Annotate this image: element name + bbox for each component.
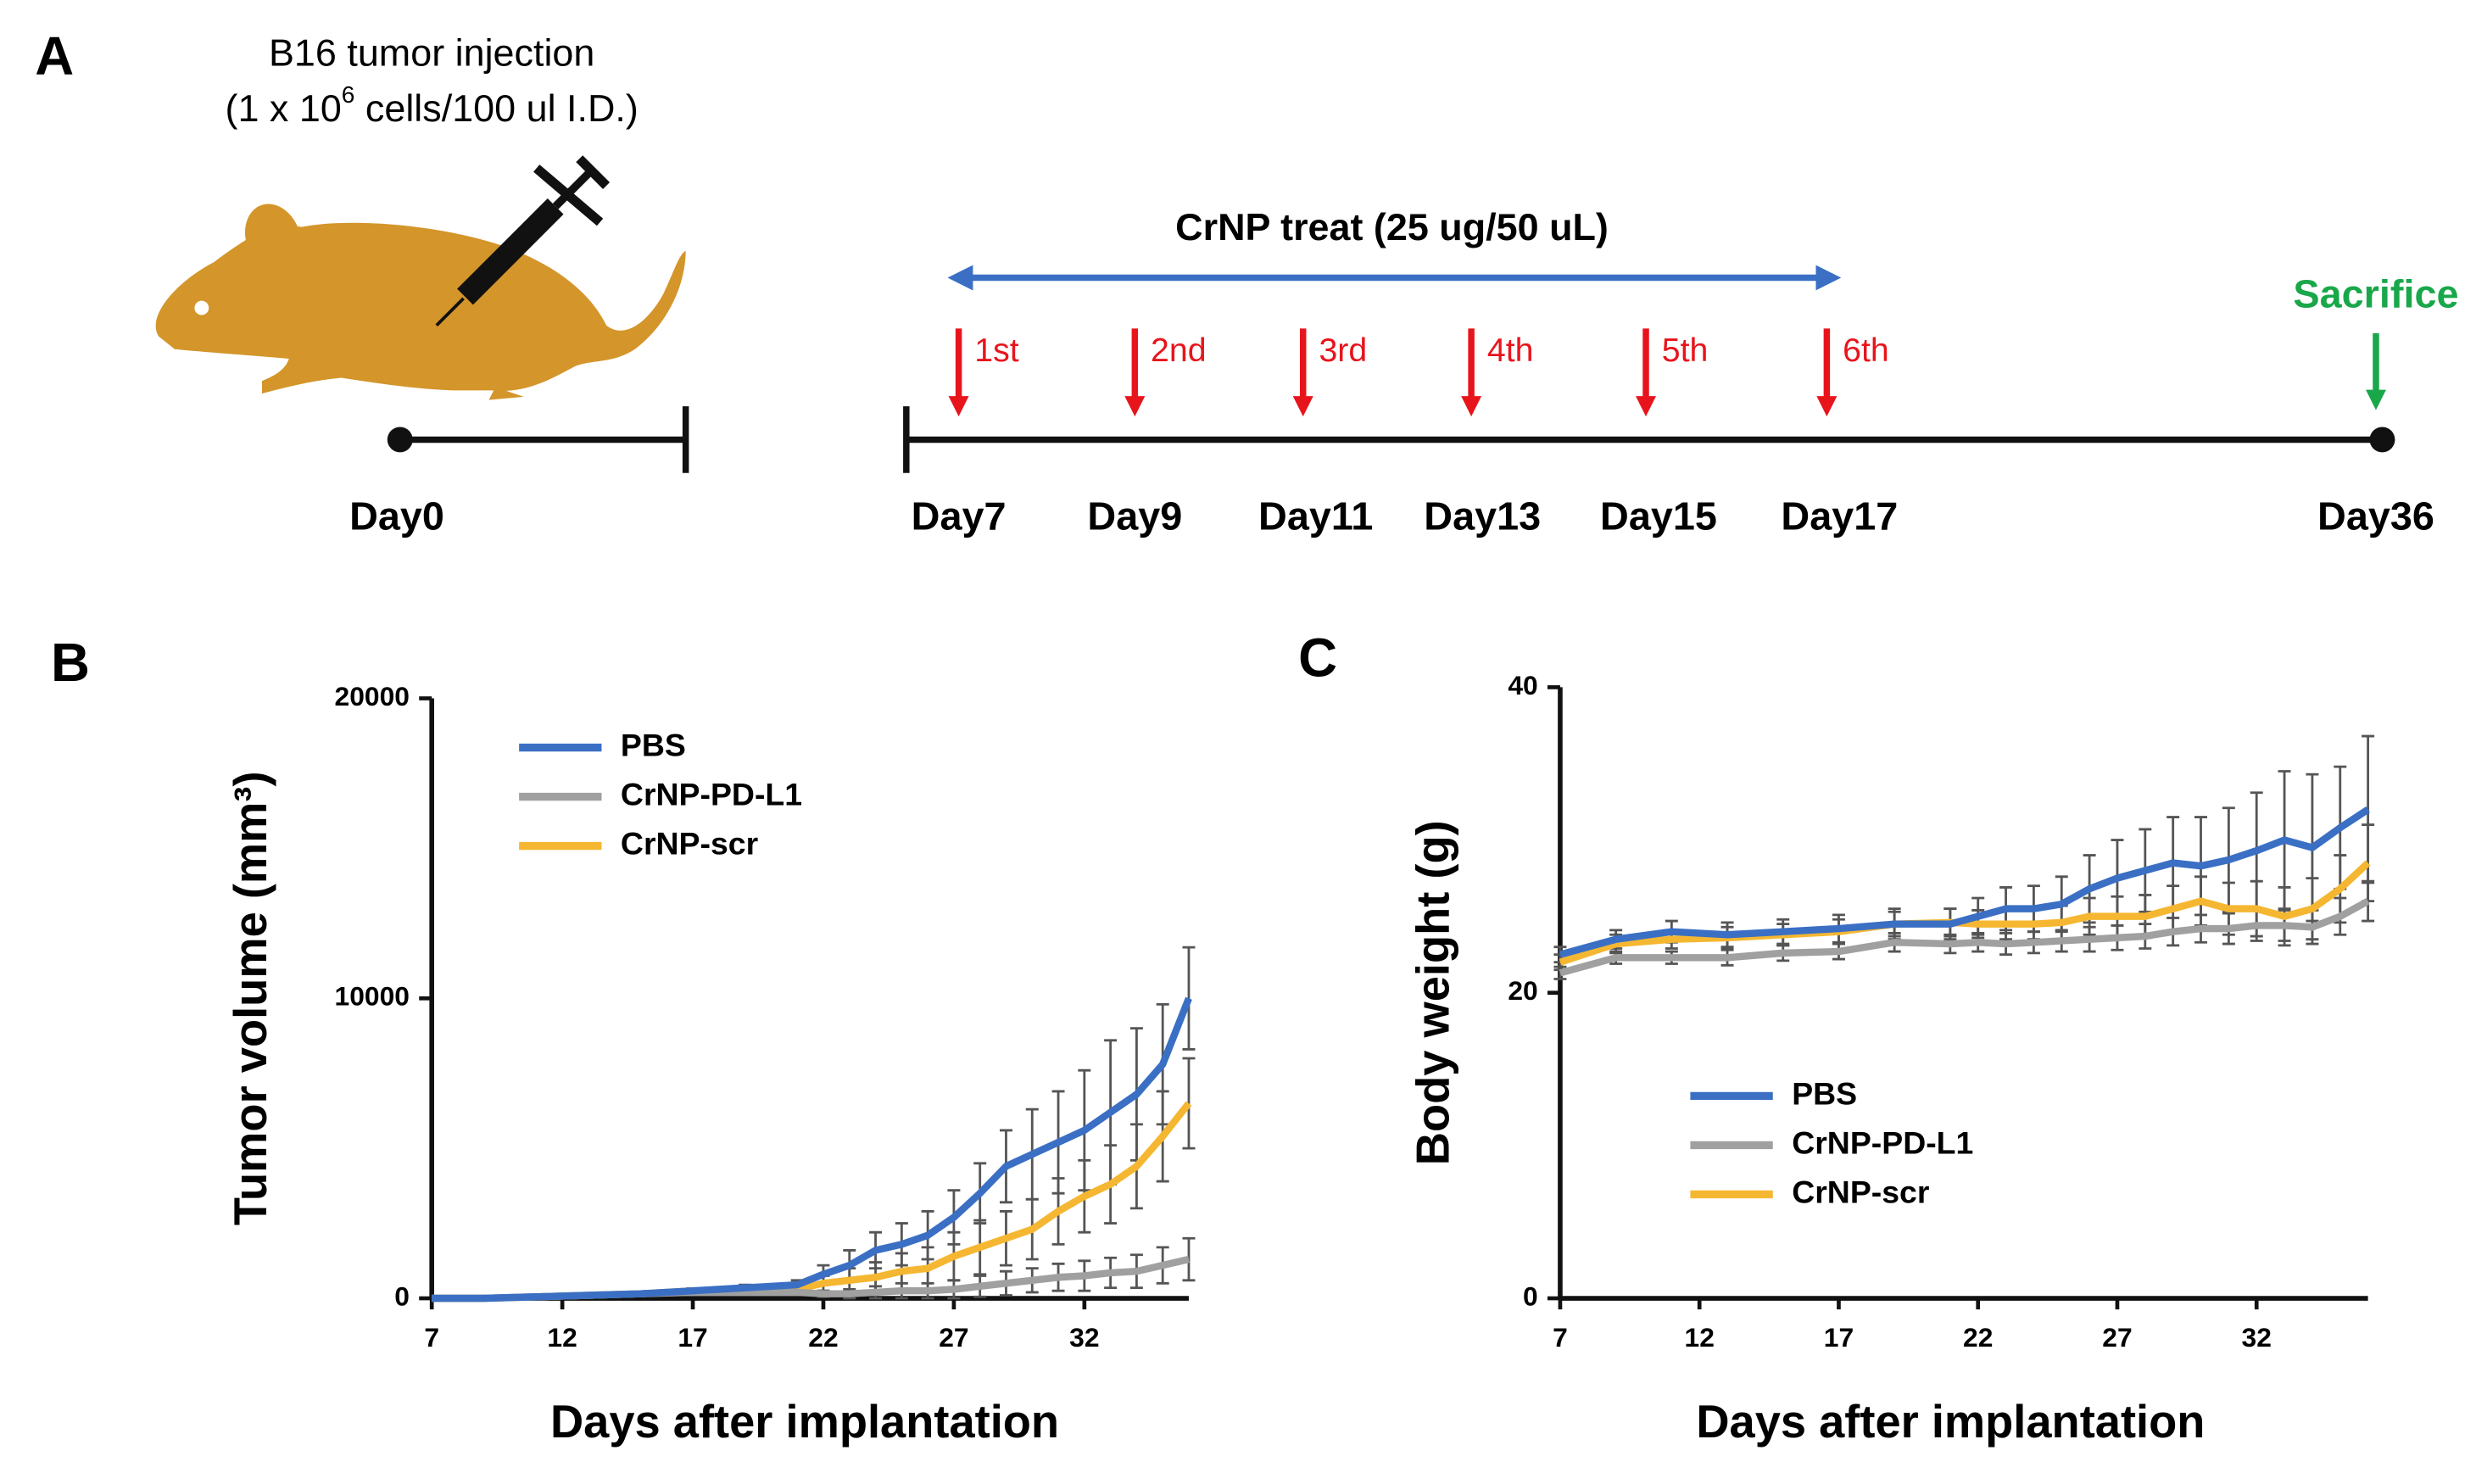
timeline-labels: Day0 Day7 Day9 Day11 Day13 Day15 Day17 Day36 1st… <box>349 328 2434 538</box>
x-tick-label: 12 <box>1685 1322 1715 1353</box>
day-label: Day7 <box>912 494 1007 538</box>
y-tick-label: 10000 <box>335 981 410 1012</box>
y-tick-label: 40 <box>1508 670 1537 700</box>
injection-detail: (1 x 106 cells/100 ul I.D.) <box>226 82 639 130</box>
dose-label: 6th <box>1843 332 1889 369</box>
series-line <box>1559 897 2370 977</box>
panel-label: C <box>1298 628 1337 688</box>
y-tick-label: 0 <box>394 1280 410 1311</box>
legend-label: PBS <box>1792 1075 1857 1111</box>
x-tick-label: 32 <box>1069 1322 1099 1353</box>
x-tick-label: 22 <box>1963 1322 1993 1353</box>
day-label: Day17 <box>1781 494 1898 538</box>
legend-label: PBS <box>621 727 686 762</box>
x-tick-label: 7 <box>424 1322 439 1353</box>
timeline <box>387 406 2395 473</box>
series-line <box>1559 806 2370 958</box>
legend-label: CrNP-scr <box>621 825 758 861</box>
day-label: Day13 <box>1424 494 1541 538</box>
panel-label: B <box>51 633 90 693</box>
legend-label: CrNP-PD-L1 <box>1792 1124 1973 1160</box>
day-label: Day15 <box>1600 494 1717 538</box>
charts: B Tumor volume (mm³) Days after implantati… <box>51 628 2375 1448</box>
chart: C Body weight (g) Days after implantation 0… <box>1298 628 2375 1448</box>
legend-label: CrNP-PD-L1 <box>621 776 802 812</box>
x-tick-label: 17 <box>1824 1322 1854 1353</box>
series-line <box>432 996 1192 1303</box>
day-label: Day36 <box>2317 494 2434 538</box>
treatment-label: CrNP treat (25 ug/50 uL) <box>1175 205 1609 248</box>
x-tick-label: 27 <box>939 1322 968 1353</box>
x-tick-label: 22 <box>808 1322 838 1353</box>
y-tick-label: 20000 <box>335 681 410 711</box>
y-axis-title: Tumor volume (mm³) <box>225 771 276 1225</box>
chart: B Tumor volume (mm³) Days after implantati… <box>51 633 1196 1448</box>
y-tick-label: 20 <box>1508 975 1537 1006</box>
injection-detail-start: (1 x 10 <box>226 86 342 130</box>
injection-title: B16 tumor injection <box>269 31 594 74</box>
x-tick-label: 32 <box>2242 1322 2272 1353</box>
x-axis-title: Days after implantation <box>550 1396 1059 1448</box>
injection-detail-sup: 6 <box>342 82 355 109</box>
day-label: Day9 <box>1087 494 1182 538</box>
day-label: Day11 <box>1258 494 1373 538</box>
dose-label: 1st <box>974 332 1019 369</box>
y-tick-label: 0 <box>1523 1280 1538 1311</box>
legend-label: CrNP-scr <box>1792 1174 1929 1209</box>
x-tick-label: 17 <box>678 1322 707 1353</box>
panel-label: A <box>35 26 74 86</box>
x-tick-label: 27 <box>2102 1322 2132 1353</box>
syringe-icon <box>435 155 611 327</box>
x-tick-label: 7 <box>1553 1322 1568 1353</box>
series-line <box>1559 860 2371 966</box>
day-label: Day0 <box>349 494 444 538</box>
y-axis-title: Body weight (g) <box>1407 820 1458 1165</box>
dose-label: 3rd <box>1319 332 1367 369</box>
dose-label: 5th <box>1662 332 1709 369</box>
mouse-icon <box>155 204 686 400</box>
dose-label: 4th <box>1487 332 1534 369</box>
dose-label: 2nd <box>1151 332 1207 369</box>
injection-detail-end: cells/100 ul I.D.) <box>354 86 638 130</box>
x-tick-label: 12 <box>547 1322 577 1353</box>
x-axis-title: Days after implantation <box>1696 1396 2205 1448</box>
sacrifice-label: Sacrifice <box>2293 271 2458 315</box>
